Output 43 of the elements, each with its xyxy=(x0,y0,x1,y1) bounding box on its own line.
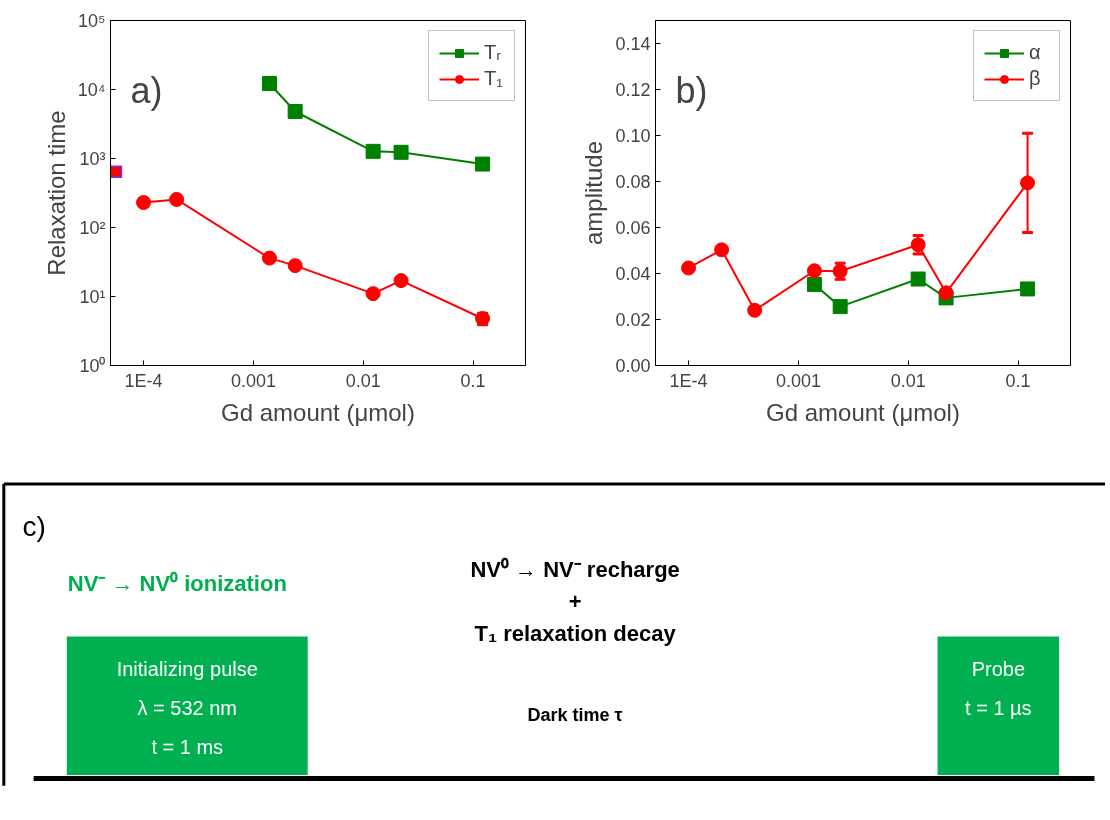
y-tick-label: 10¹ xyxy=(79,286,106,307)
legend-label: T₁ xyxy=(484,67,504,90)
x-tick-label: 0.1 xyxy=(1005,370,1031,391)
y-tick-label: 0.04 xyxy=(615,264,651,284)
annotation: a) xyxy=(130,69,163,111)
text: + xyxy=(568,588,582,614)
y-tick-label: 10³ xyxy=(79,148,106,169)
y-tick-label: 0.10 xyxy=(615,126,651,146)
x-axis-title: Gd amount (μmol) xyxy=(766,398,960,426)
x-tick-label: 1E-4 xyxy=(124,370,163,391)
text: Initializing pulse xyxy=(116,657,258,680)
y-tick-label: 10⁰ xyxy=(79,355,106,376)
legend-label: Tᵣ xyxy=(484,41,502,64)
x-tick-label: 0.001 xyxy=(230,370,276,391)
y-tick-label: 10² xyxy=(79,217,106,238)
x-tick-label: 0.001 xyxy=(775,370,821,391)
y-tick-label: 0.08 xyxy=(615,172,651,192)
y-tick-label: 0.00 xyxy=(615,356,651,376)
text: c) xyxy=(22,511,46,542)
x-tick-label: 1E-4 xyxy=(669,370,708,391)
y-tick-label: 0.12 xyxy=(615,80,651,100)
text: Dark time τ xyxy=(527,704,623,725)
text: t = 1 µs xyxy=(965,696,1032,719)
text: λ = 532 nm xyxy=(137,696,238,719)
y-tick-label: 0.06 xyxy=(615,218,651,238)
x-tick-label: 0.01 xyxy=(345,370,381,391)
text: T₁ relaxation decay xyxy=(474,620,677,646)
text: NV⁻ → NV⁰ ionization xyxy=(67,570,287,596)
y-axis-title: Relaxation time xyxy=(42,110,70,276)
y-tick-label: 0.14 xyxy=(615,34,651,54)
legend-label: β xyxy=(1029,67,1042,90)
annotation: b) xyxy=(675,69,708,111)
text: Probe xyxy=(971,657,1026,680)
y-tick-label: 0.02 xyxy=(615,310,651,330)
text: t = 1 ms xyxy=(151,735,224,758)
y-tick-label: 10⁴ xyxy=(77,79,106,100)
x-tick-label: 0.01 xyxy=(890,370,926,391)
x-axis-title: Gd amount (μmol) xyxy=(221,398,415,426)
legend-label: α xyxy=(1029,41,1042,64)
y-axis-title: amplitude xyxy=(580,140,608,246)
text: NV⁰ → NV⁻ recharge xyxy=(470,556,680,582)
x-tick-label: 0.1 xyxy=(460,370,486,391)
y-tick-label: 10⁵ xyxy=(78,10,106,31)
